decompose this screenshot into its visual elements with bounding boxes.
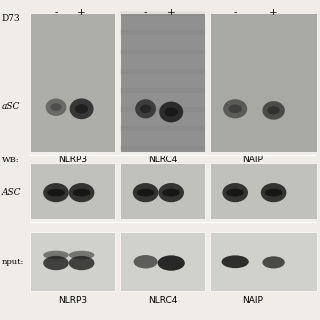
Ellipse shape (46, 98, 67, 116)
Ellipse shape (69, 256, 94, 270)
Bar (120, 146, 205, 150)
Text: -: - (234, 8, 237, 17)
Ellipse shape (43, 183, 69, 202)
Ellipse shape (261, 183, 286, 202)
Bar (30, 13, 115, 152)
Ellipse shape (158, 255, 185, 271)
Ellipse shape (158, 183, 184, 202)
Ellipse shape (222, 183, 248, 202)
Ellipse shape (164, 107, 178, 117)
Bar (120, 11, 205, 16)
Text: -: - (54, 8, 58, 17)
Ellipse shape (69, 183, 94, 202)
Ellipse shape (75, 104, 88, 114)
Bar (30, 232, 115, 291)
Ellipse shape (43, 256, 69, 270)
Text: NAIP: NAIP (242, 156, 263, 164)
Ellipse shape (135, 99, 156, 118)
Text: +: + (269, 8, 278, 17)
Text: NLRP3: NLRP3 (58, 296, 88, 305)
Ellipse shape (47, 189, 65, 196)
Text: NLRC4: NLRC4 (148, 296, 177, 305)
Text: nput:: nput: (2, 259, 24, 266)
Ellipse shape (162, 189, 180, 196)
Bar (120, 13, 205, 152)
Ellipse shape (159, 101, 183, 122)
Ellipse shape (133, 183, 158, 202)
Ellipse shape (73, 189, 91, 196)
Bar (120, 107, 205, 112)
Text: aSC: aSC (2, 102, 20, 111)
Bar (120, 163, 205, 219)
Ellipse shape (140, 104, 151, 113)
Bar (210, 232, 317, 291)
Bar (120, 232, 205, 291)
Ellipse shape (70, 98, 93, 119)
Text: -: - (144, 8, 147, 17)
Bar (120, 126, 205, 131)
Ellipse shape (137, 189, 155, 196)
Bar (210, 13, 317, 152)
Ellipse shape (262, 101, 285, 120)
Bar (120, 50, 205, 54)
Ellipse shape (43, 251, 69, 259)
Text: D73: D73 (2, 14, 20, 23)
Ellipse shape (265, 189, 283, 196)
Ellipse shape (268, 106, 280, 115)
Ellipse shape (226, 189, 244, 196)
Ellipse shape (50, 103, 62, 111)
Ellipse shape (134, 255, 157, 268)
Ellipse shape (69, 251, 94, 259)
Bar (120, 30, 205, 35)
Text: NLRP3: NLRP3 (58, 156, 88, 164)
Text: +: + (77, 8, 86, 17)
Bar (120, 88, 205, 93)
Text: ASC: ASC (2, 188, 21, 197)
Bar (30, 163, 115, 219)
Ellipse shape (223, 99, 247, 118)
Text: NLRC4: NLRC4 (148, 156, 177, 164)
Bar (210, 163, 317, 219)
Text: +: + (167, 8, 176, 17)
Ellipse shape (262, 256, 285, 268)
Ellipse shape (228, 104, 242, 113)
Ellipse shape (221, 255, 249, 268)
Bar (120, 69, 205, 74)
Text: NAIP: NAIP (242, 296, 263, 305)
Text: WB:: WB: (2, 156, 19, 164)
